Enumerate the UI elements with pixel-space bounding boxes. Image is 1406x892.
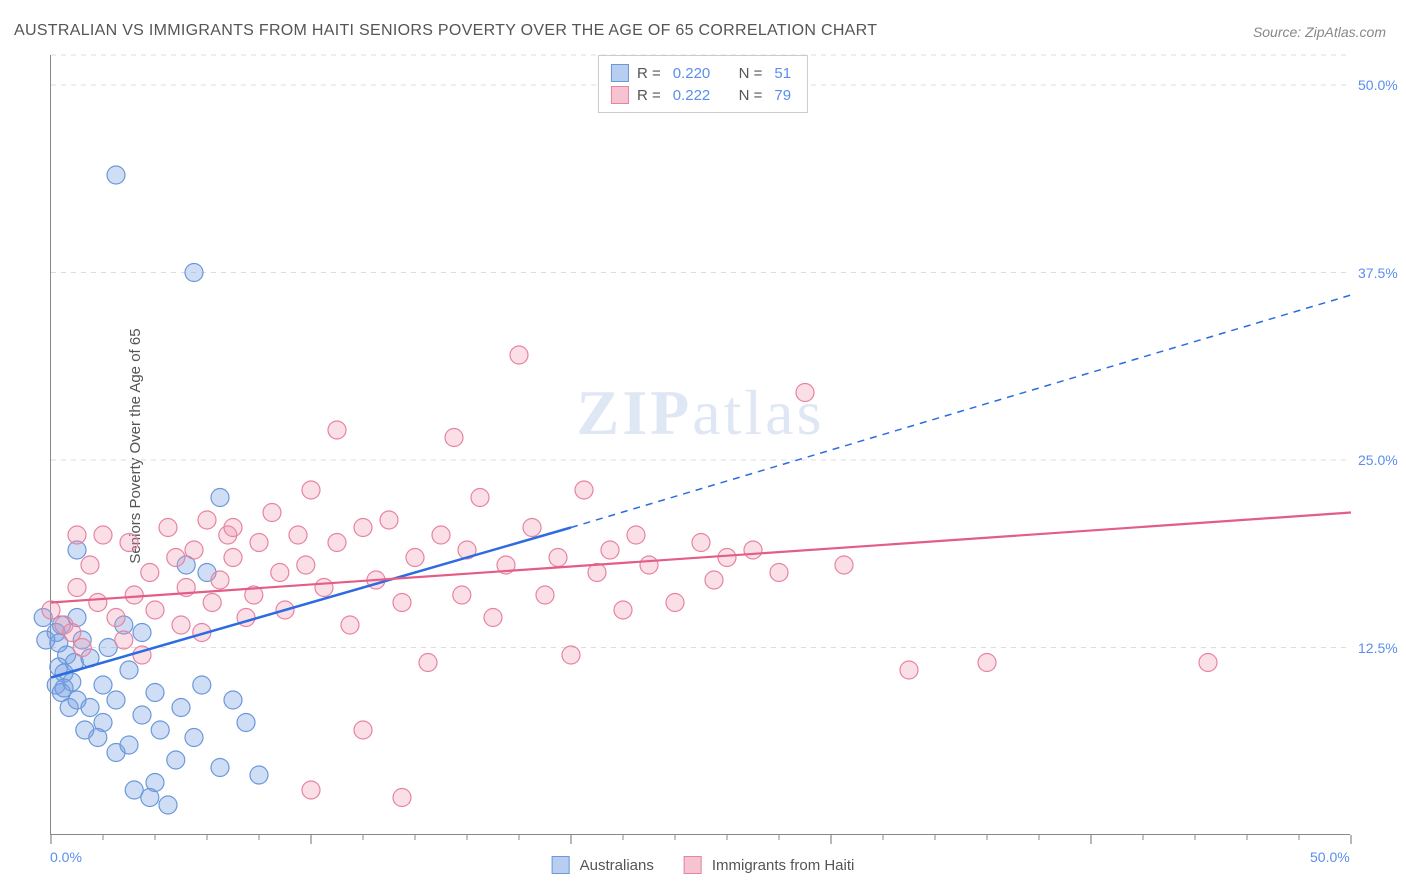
legend-item: Immigrants from Haiti: [684, 856, 855, 874]
plot-area: ZIPatlas: [50, 55, 1350, 835]
chart-title: AUSTRALIAN VS IMMIGRANTS FROM HAITI SENI…: [14, 22, 877, 40]
series-swatch: [552, 856, 570, 874]
series-swatch: [611, 64, 629, 82]
stats-row: R = 0.220 N = 51: [611, 62, 795, 84]
plot-svg: [51, 55, 1350, 834]
r-value: 0.222: [673, 87, 711, 104]
y-tick-label: 12.5%: [1358, 640, 1398, 656]
legend-label: Australians: [580, 857, 654, 874]
correlation-chart: AUSTRALIAN VS IMMIGRANTS FROM HAITI SENI…: [0, 0, 1406, 892]
n-value: 51: [774, 65, 791, 82]
r-label: R =: [637, 65, 661, 82]
stats-legend: R = 0.220 N = 51 R = 0.222 N = 79: [598, 55, 808, 113]
series-swatch: [611, 86, 629, 104]
source-attribution: Source: ZipAtlas.com: [1253, 24, 1386, 40]
n-value: 79: [774, 87, 791, 104]
y-tick-label: 25.0%: [1358, 452, 1398, 468]
n-label: N =: [739, 65, 763, 82]
series-swatch: [684, 856, 702, 874]
x-tick-label: 0.0%: [50, 849, 82, 865]
y-tick-label: 50.0%: [1358, 77, 1398, 93]
x-tick-label: 50.0%: [1310, 849, 1350, 865]
n-label: N =: [739, 87, 763, 104]
y-tick-label: 37.5%: [1358, 265, 1398, 281]
legend-label: Immigrants from Haiti: [712, 857, 855, 874]
r-label: R =: [637, 87, 661, 104]
legend-item: Australians: [552, 856, 654, 874]
bottom-legend: Australians Immigrants from Haiti: [552, 856, 855, 874]
r-value: 0.220: [673, 65, 711, 82]
stats-row: R = 0.222 N = 79: [611, 84, 795, 106]
